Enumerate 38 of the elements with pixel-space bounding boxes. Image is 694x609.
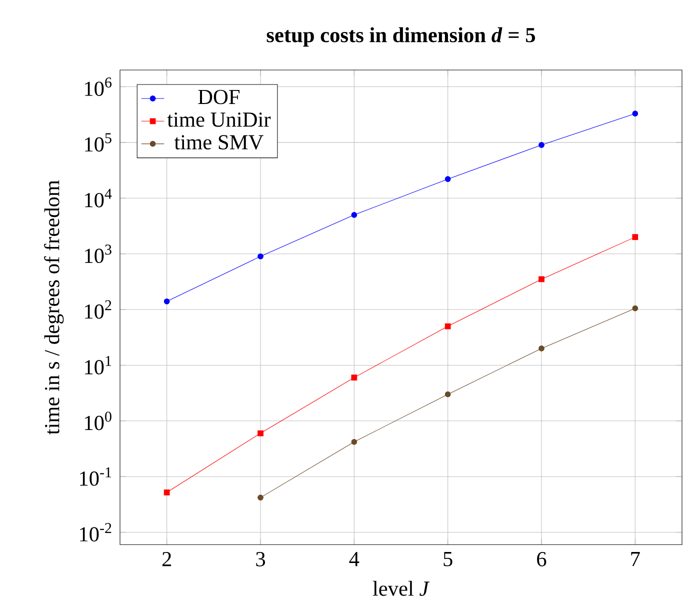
y-tick-label: 10$^{6}$ <box>85 78 112 96</box>
chart-title: setup costs in dimension d = 5 <box>266 27 536 47</box>
legend-label: time UniDir <box>167 112 271 127</box>
point <box>164 298 170 304</box>
point <box>351 374 358 381</box>
x-tick-label: 5 <box>444 552 452 566</box>
y-tick-label: 10$^{2}$ <box>85 300 112 319</box>
y-tick-label: 10$^{-2}$ <box>80 523 112 542</box>
x-tick-label: 2 <box>162 552 171 566</box>
point <box>258 494 264 501</box>
point <box>538 346 544 352</box>
point <box>632 110 638 117</box>
y-tick-label: 10$^{3}$ <box>85 244 112 264</box>
point <box>164 490 170 496</box>
legend-label: DOF <box>198 90 240 104</box>
x-tick-label: 7 <box>631 552 640 566</box>
point <box>444 324 451 330</box>
point <box>538 276 544 282</box>
y-tick-label: 10$^{1}$ <box>85 356 112 375</box>
y-tick-label: 10$^{5}$ <box>85 133 112 152</box>
point <box>258 254 264 260</box>
y-tick-label: 10$^{-1}$ <box>80 468 112 486</box>
legend-label: time SMV <box>174 135 264 150</box>
point <box>351 212 358 218</box>
point <box>351 439 358 445</box>
point <box>538 142 544 148</box>
x-tick-label: 6 <box>537 552 546 567</box>
x-tick-label: 3 <box>256 552 265 567</box>
point <box>632 306 638 312</box>
y-axis-title: time in s / degrees of freedom <box>44 180 64 435</box>
x-axis-title: level J <box>372 581 430 596</box>
y-tick-label: 10$^{4}$ <box>85 189 112 208</box>
x-tick-label: 4 <box>349 552 360 566</box>
point <box>258 430 264 436</box>
point <box>444 392 451 398</box>
point <box>444 176 451 182</box>
point <box>632 234 638 240</box>
y-tick-label: 10$^{0}$ <box>85 412 112 430</box>
